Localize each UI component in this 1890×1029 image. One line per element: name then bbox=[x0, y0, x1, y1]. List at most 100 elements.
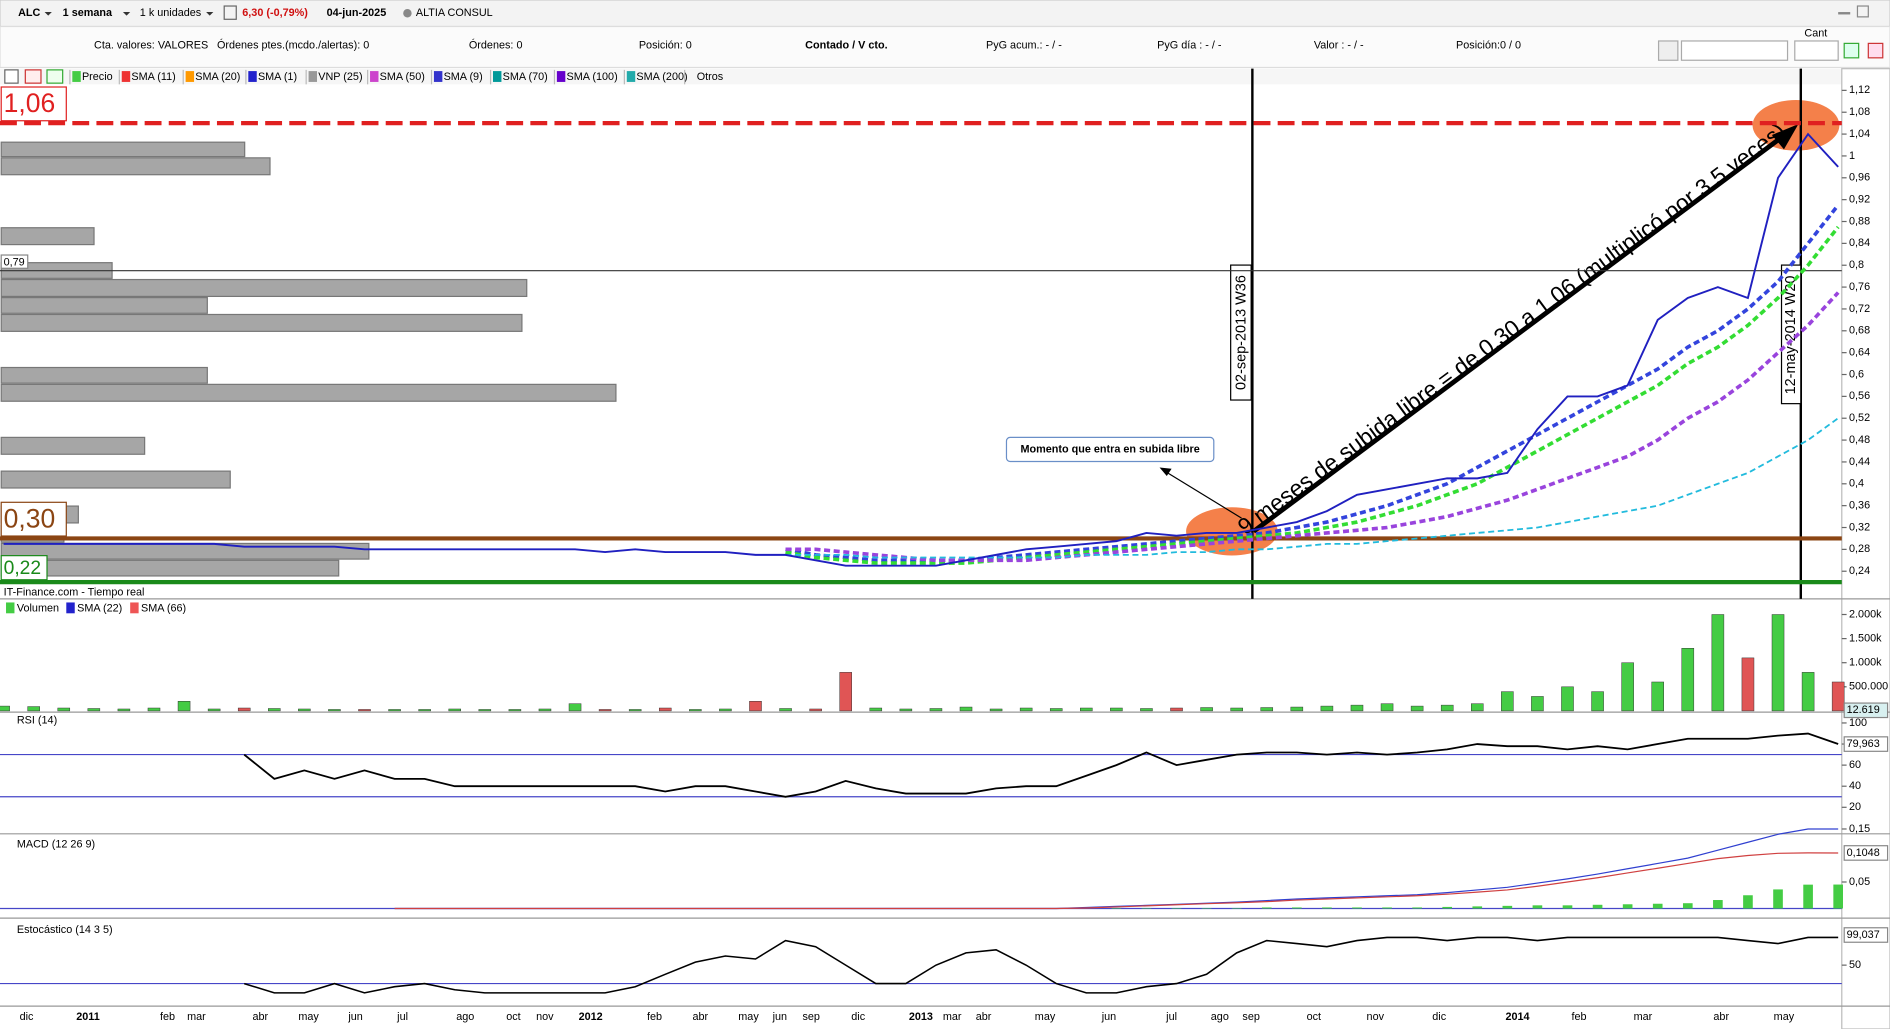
volume-bar bbox=[839, 672, 852, 712]
volume-bar bbox=[268, 708, 281, 712]
y-tick-label: 1,12 bbox=[1849, 84, 1870, 96]
macd-histogram bbox=[1412, 907, 1422, 909]
legend-item: SMA (66) bbox=[141, 602, 186, 614]
level-label: 1,06 bbox=[4, 88, 56, 118]
vline-label: 02-sep-2013 W36 bbox=[1233, 275, 1249, 390]
volume-bar bbox=[1019, 707, 1033, 712]
cant-label: Cant bbox=[1804, 28, 1827, 40]
legend-button bbox=[24, 69, 42, 84]
macd-histogram bbox=[1592, 904, 1603, 909]
y-tick-label: 0,92 bbox=[1849, 194, 1870, 206]
level-label: 0,79 bbox=[4, 257, 25, 269]
legend-swatch bbox=[248, 71, 257, 82]
legend-swatch bbox=[556, 71, 566, 82]
legend-button bbox=[4, 69, 19, 84]
legend-swatch bbox=[308, 71, 318, 82]
period[interactable]: 1 semana bbox=[63, 7, 113, 19]
x-tick-label: feb bbox=[647, 1011, 662, 1023]
y-tick-label: 100 bbox=[1849, 717, 1867, 729]
value-badge bbox=[1843, 702, 1889, 719]
volume-bar bbox=[87, 708, 101, 712]
volume-bar bbox=[899, 708, 913, 712]
legend-item: SMA (1) bbox=[258, 71, 297, 83]
volume-bar bbox=[929, 708, 943, 712]
volume-bar bbox=[1049, 708, 1063, 712]
panel-title: RSI (14) bbox=[17, 714, 57, 726]
account-field: PyG día : - / - bbox=[1157, 40, 1222, 52]
macd-histogram bbox=[1532, 905, 1543, 909]
volume-bar bbox=[749, 701, 762, 712]
legend-item: Otros bbox=[697, 71, 724, 83]
macd-histogram bbox=[1201, 907, 1212, 909]
account-field: Posición:0 / 0 bbox=[1456, 40, 1521, 52]
macd-histogram bbox=[1382, 907, 1392, 909]
sell-button[interactable] bbox=[1867, 42, 1884, 59]
qty-input[interactable] bbox=[1794, 40, 1839, 61]
volume-bar bbox=[719, 708, 732, 712]
volume-bar bbox=[869, 707, 883, 712]
y-tick-label: 0,68 bbox=[1849, 325, 1870, 337]
legend-item: SMA (50) bbox=[380, 71, 425, 83]
volume-bar bbox=[959, 706, 973, 712]
value-badge-label: 12.619 bbox=[1847, 704, 1880, 716]
volume-bar bbox=[177, 701, 191, 712]
volume-bar bbox=[1080, 707, 1093, 712]
level-label: 0,22 bbox=[4, 558, 42, 579]
legend-swatch bbox=[626, 71, 636, 82]
x-tick-label: oct bbox=[1307, 1011, 1321, 1023]
y-tick-label: 1,04 bbox=[1849, 128, 1870, 140]
y-tick-label: 1.000k bbox=[1849, 657, 1882, 669]
legend-swatch bbox=[121, 71, 131, 82]
buy-button[interactable] bbox=[1843, 42, 1860, 59]
legend-item: SMA (200) bbox=[636, 71, 687, 83]
volume-profile-bar bbox=[0, 366, 208, 384]
y-tick-label: 40 bbox=[1849, 780, 1861, 792]
x-tick-label: abr bbox=[976, 1011, 992, 1023]
volume-bar bbox=[809, 708, 822, 712]
volume-bar bbox=[478, 709, 492, 712]
macd-histogram bbox=[1111, 907, 1122, 909]
y-tick-label: 0,56 bbox=[1849, 390, 1870, 402]
volume-bar bbox=[1621, 662, 1634, 712]
legend-item: SMA (70) bbox=[503, 71, 548, 83]
vline-label: 12-may-2014 W20 bbox=[1783, 276, 1799, 395]
macd-histogram bbox=[1231, 907, 1242, 909]
y-tick-label: 0,52 bbox=[1849, 412, 1870, 424]
legend-swatch bbox=[6, 602, 15, 614]
y-tick-label: 0,36 bbox=[1849, 500, 1870, 512]
macd-histogram bbox=[1743, 895, 1753, 909]
volume-profile-bar bbox=[0, 297, 208, 314]
volume-profile-bar bbox=[0, 157, 271, 176]
stochastic-line bbox=[243, 936, 1839, 994]
y-tick-label: 0,6 bbox=[1849, 368, 1864, 380]
x-tick-label: sep bbox=[1242, 1011, 1259, 1023]
macd-histogram bbox=[1322, 907, 1332, 909]
x-tick-label: 2012 bbox=[579, 1011, 603, 1023]
y-tick-label: 1,08 bbox=[1849, 106, 1870, 118]
y-tick-label: 0,05 bbox=[1849, 876, 1870, 888]
volume-bar bbox=[779, 708, 792, 712]
x-tick-label: abr bbox=[692, 1011, 708, 1023]
x-tick-label: abr bbox=[253, 1011, 269, 1023]
y-tick-label: 500.000 bbox=[1849, 681, 1888, 693]
account-field: Posición: 0 bbox=[639, 40, 692, 52]
volume-profile-bar bbox=[0, 227, 95, 246]
volume-bar bbox=[207, 708, 221, 712]
legend-swatch bbox=[433, 71, 443, 82]
combo[interactable] bbox=[1680, 40, 1789, 61]
x-tick-label: sep bbox=[802, 1011, 819, 1023]
volume-bar bbox=[598, 709, 612, 712]
tool-button[interactable] bbox=[1657, 40, 1679, 61]
y-tick-label: 2.000k bbox=[1849, 608, 1882, 620]
symbol[interactable]: ALC bbox=[18, 7, 40, 19]
units[interactable]: 1 k unidades bbox=[140, 7, 202, 19]
x-tick-label: 2011 bbox=[76, 1011, 100, 1023]
legend-item: Precio bbox=[82, 71, 113, 83]
y-tick-label: 0,4 bbox=[1849, 478, 1864, 490]
macd-histogram bbox=[1442, 906, 1453, 909]
y-tick-label: 0,64 bbox=[1849, 347, 1870, 359]
level-box bbox=[0, 501, 67, 537]
volume-bar bbox=[1501, 691, 1514, 712]
volume-bar bbox=[1591, 691, 1604, 712]
macd-histogram bbox=[1773, 889, 1783, 909]
